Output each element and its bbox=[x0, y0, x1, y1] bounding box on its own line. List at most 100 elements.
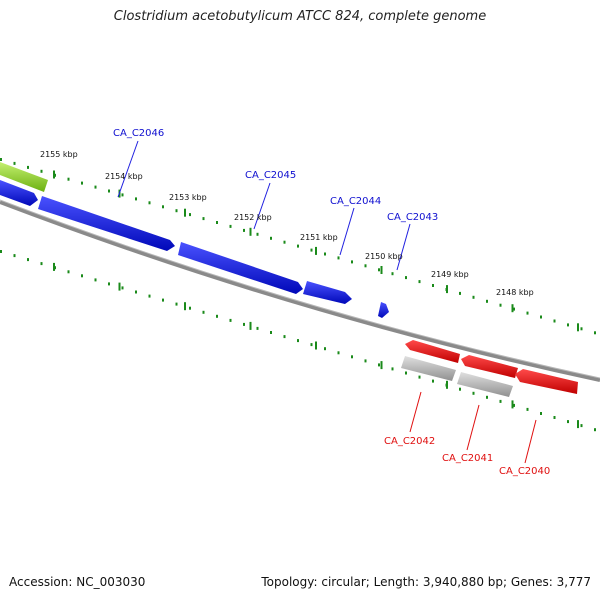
rna-gene-2[interactable] bbox=[457, 372, 513, 397]
scale-dot-upper bbox=[418, 280, 421, 284]
scale-dot-lower bbox=[337, 351, 340, 355]
scale-dot-upper bbox=[189, 213, 191, 217]
scale-dot-lower bbox=[540, 412, 542, 415]
gene-label-ca-c2043[interactable]: CA_C2043 bbox=[387, 212, 438, 223]
scale-dot-lower bbox=[67, 270, 70, 274]
scale-tick-lower bbox=[315, 341, 317, 350]
scale-dot-lower bbox=[256, 326, 259, 330]
rna-gene-1[interactable] bbox=[401, 356, 456, 381]
gene-label-ca-c2045[interactable]: CA_C2045 bbox=[245, 170, 296, 181]
scale-label: 2155 kbp bbox=[40, 150, 78, 159]
scale-dot-lower bbox=[121, 286, 124, 290]
scale-dot-lower bbox=[148, 294, 151, 298]
scale-dot-lower bbox=[472, 391, 475, 395]
scale-dot-lower bbox=[486, 395, 488, 399]
scale-dot-lower bbox=[297, 339, 299, 343]
gene-ca-c2041[interactable] bbox=[461, 355, 518, 378]
scale-dot-upper bbox=[270, 236, 272, 240]
gene-ca-c2046[interactable] bbox=[38, 196, 175, 251]
gene-ca-c2043[interactable] bbox=[378, 302, 389, 318]
gene-ca-c2044[interactable] bbox=[303, 281, 352, 304]
scale-label: 2152 kbp bbox=[234, 213, 272, 222]
scale-dot-lower bbox=[324, 347, 326, 351]
gene-label-ca-c2040[interactable]: CA_C2040 bbox=[499, 466, 550, 477]
scale-dot-upper bbox=[513, 307, 515, 311]
genome-backbone bbox=[0, 200, 600, 382]
scale-dot-lower bbox=[378, 363, 380, 367]
gene-ca-c2042[interactable] bbox=[405, 340, 460, 363]
scale-dot-upper bbox=[175, 209, 178, 213]
scale-dot-upper bbox=[94, 185, 97, 189]
scale-tick-upper bbox=[577, 323, 579, 332]
scale-dot-lower bbox=[364, 359, 367, 363]
scale-dot-upper bbox=[81, 181, 83, 185]
gene-label-ca-c2042[interactable]: CA_C2042 bbox=[384, 436, 435, 447]
scale-dot-lower bbox=[243, 322, 245, 326]
scale-dot-upper bbox=[13, 161, 16, 165]
genome-backbone-highlight bbox=[0, 199, 600, 379]
scale-dot-upper bbox=[459, 291, 461, 295]
scale-dot-upper bbox=[540, 315, 542, 319]
scale-label: 2151 kbp bbox=[300, 233, 338, 242]
scale-dot-upper bbox=[310, 248, 313, 252]
scale-dot-upper bbox=[567, 323, 569, 327]
scale-label: 2149 kbp bbox=[431, 270, 469, 279]
scale-dot-upper bbox=[135, 197, 137, 201]
scale-dot-lower bbox=[81, 274, 83, 278]
scale-dot-lower bbox=[0, 250, 2, 253]
forward-leader-lines bbox=[117, 140, 411, 271]
scale-dot-lower bbox=[216, 314, 218, 318]
scale-tick-upper bbox=[380, 266, 383, 274]
scale-tick-upper bbox=[184, 208, 186, 217]
scale-dot-lower bbox=[27, 258, 29, 262]
scale-dot-upper bbox=[378, 268, 380, 272]
scale-dot-upper bbox=[162, 205, 164, 209]
map-title: Clostridium acetobutylicum ATCC 824, com… bbox=[113, 9, 487, 24]
scale-dot-upper bbox=[243, 228, 245, 232]
scale-dot-upper bbox=[351, 260, 353, 264]
scale-dot-upper bbox=[391, 272, 394, 276]
scale-dot-upper bbox=[337, 256, 340, 260]
scale-dot-upper bbox=[432, 284, 434, 287]
scale-dot-lower bbox=[580, 424, 583, 428]
scale-dot-lower bbox=[567, 420, 569, 424]
scale-dot-lower bbox=[94, 278, 97, 282]
gene-label-ca-c2046[interactable]: CA_C2046 bbox=[113, 128, 164, 139]
scale-dot-upper bbox=[0, 158, 2, 161]
scale-dot-lower bbox=[229, 318, 232, 322]
gene-label-ca-c2044[interactable]: CA_C2044 bbox=[330, 196, 381, 207]
gene-ca-c2045[interactable] bbox=[178, 242, 303, 294]
scale-dot-upper bbox=[27, 165, 29, 169]
scale-tick-upper bbox=[446, 285, 448, 294]
scale-dot-lower bbox=[310, 343, 313, 347]
accession-text: Accession: NC_003030 bbox=[9, 575, 146, 589]
scale-label: 2150 kbp bbox=[365, 252, 403, 261]
scale-tick-lower bbox=[380, 361, 383, 370]
scale-dot-lower bbox=[13, 254, 16, 258]
scale-dot-lower bbox=[553, 416, 556, 419]
scale-dot-lower bbox=[162, 298, 164, 302]
scale-dot-upper bbox=[283, 240, 286, 244]
scale-dot-lower bbox=[418, 375, 421, 379]
scale-dot-upper bbox=[297, 244, 299, 248]
scale-tick-lower bbox=[118, 282, 121, 291]
gene-ca-c2040[interactable] bbox=[515, 369, 578, 394]
misc-feature-green bbox=[0, 162, 48, 192]
gene-forward-partial[interactable] bbox=[0, 180, 38, 206]
scale-dot-upper bbox=[405, 276, 407, 280]
scale-dot-lower bbox=[526, 407, 529, 411]
scale-dot-lower bbox=[108, 282, 110, 286]
scale-dot-lower bbox=[499, 399, 502, 403]
scale-dot-lower bbox=[432, 379, 434, 383]
scale-dot-lower bbox=[175, 302, 178, 306]
scale-dot-upper bbox=[580, 327, 583, 331]
gene-label-ca-c2041[interactable]: CA_C2041 bbox=[442, 453, 493, 464]
scale-labels: 2155 kbp 2154 kbp 2153 kbp 2152 kbp 2151… bbox=[40, 150, 534, 297]
scale-dot-lower bbox=[351, 355, 353, 359]
scale-tick-lower bbox=[249, 321, 252, 330]
scale-dot-upper bbox=[486, 299, 488, 303]
scale-tick-upper bbox=[249, 227, 252, 236]
scale-dot-upper bbox=[553, 319, 556, 323]
scale-label: 2153 kbp bbox=[169, 193, 207, 202]
